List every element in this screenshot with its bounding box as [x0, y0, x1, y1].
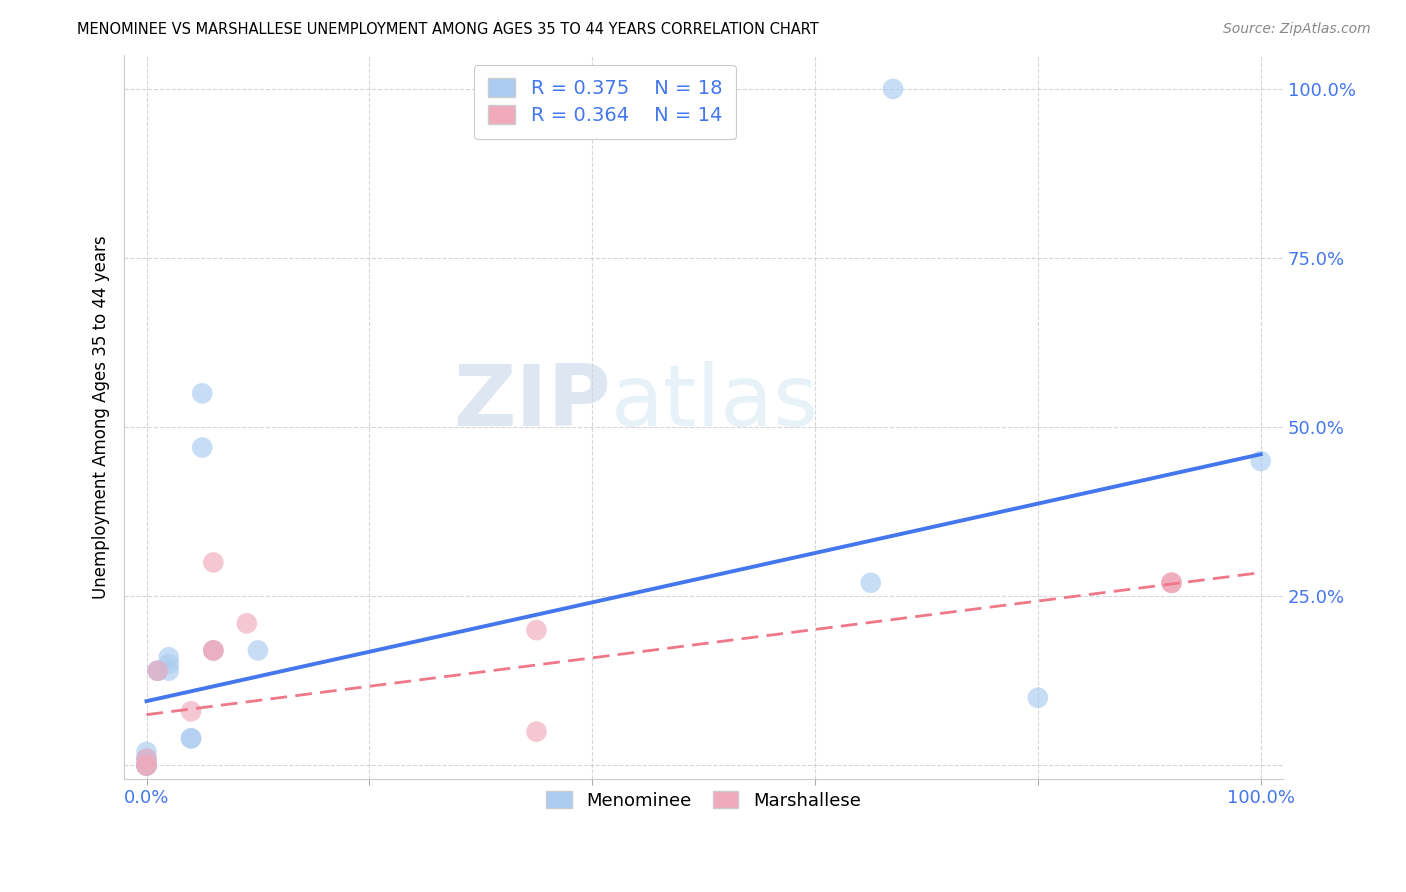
Point — [1160, 575, 1182, 590]
Point — [526, 623, 548, 637]
Point — [157, 657, 180, 671]
Point — [882, 82, 904, 96]
Point — [191, 386, 214, 401]
Point — [1250, 454, 1272, 468]
Text: atlas: atlas — [610, 361, 818, 444]
Point — [202, 643, 225, 657]
Point — [135, 752, 157, 766]
Point — [1160, 575, 1182, 590]
Point — [180, 731, 202, 746]
Point — [236, 616, 259, 631]
Point — [1160, 575, 1182, 590]
Point — [1026, 690, 1049, 705]
Point — [135, 758, 157, 772]
Point — [146, 664, 169, 678]
Point — [202, 643, 225, 657]
Y-axis label: Unemployment Among Ages 35 to 44 years: Unemployment Among Ages 35 to 44 years — [93, 235, 110, 599]
Point — [526, 724, 548, 739]
Point — [135, 758, 157, 772]
Point — [135, 758, 157, 772]
Point — [859, 575, 882, 590]
Point — [135, 752, 157, 766]
Point — [135, 752, 157, 766]
Point — [157, 650, 180, 665]
Point — [246, 643, 269, 657]
Text: Source: ZipAtlas.com: Source: ZipAtlas.com — [1223, 22, 1371, 37]
Point — [146, 664, 169, 678]
Point — [135, 758, 157, 772]
Point — [157, 664, 180, 678]
Point — [135, 745, 157, 759]
Point — [191, 441, 214, 455]
Point — [146, 664, 169, 678]
Point — [135, 758, 157, 772]
Point — [180, 731, 202, 746]
Point — [135, 758, 157, 772]
Point — [202, 643, 225, 657]
Text: ZIP: ZIP — [453, 361, 610, 444]
Point — [180, 704, 202, 718]
Legend: Menominee, Marshallese: Menominee, Marshallese — [540, 784, 868, 817]
Text: MENOMINEE VS MARSHALLESE UNEMPLOYMENT AMONG AGES 35 TO 44 YEARS CORRELATION CHAR: MENOMINEE VS MARSHALLESE UNEMPLOYMENT AM… — [77, 22, 820, 37]
Point — [202, 556, 225, 570]
